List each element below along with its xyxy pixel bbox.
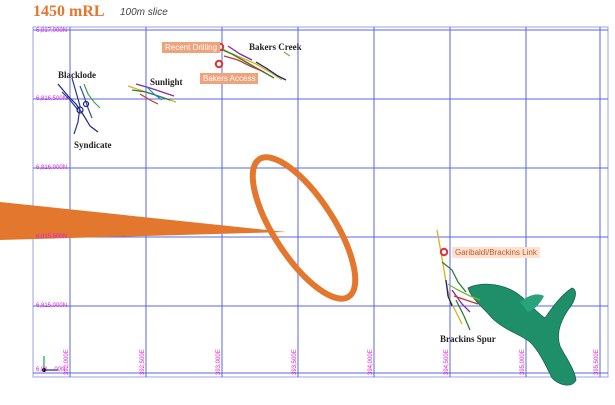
deposit-label-sunlight: Sunlight <box>150 77 183 87</box>
northing-label: 6,817,000N <box>36 28 68 34</box>
map-frame <box>32 26 609 378</box>
target-ellipse <box>249 154 359 302</box>
bakers-access-marker <box>214 59 224 69</box>
easting-label: 393,000E <box>216 349 222 375</box>
easting-label: 394,000E <box>368 349 374 375</box>
brackins-orebody-lobe <box>520 294 544 312</box>
deposit-label-bakers-creek: Bakers Creek <box>249 42 302 52</box>
deposit-label-syndicate: Syndicate <box>74 140 112 150</box>
easting-gridlines <box>69 27 601 377</box>
northing-label: 6,815,000N <box>36 303 68 309</box>
annotation-recent-drilling: Recent Drilling <box>162 42 221 53</box>
axis-marker-icon <box>42 356 58 372</box>
northing-label: 6,815,500N <box>36 234 68 240</box>
easting-label: 394,500E <box>444 349 450 375</box>
garibaldi-link-marker <box>439 247 449 257</box>
northing-label: 6,816,000N <box>36 165 68 171</box>
level-title: 1450 mRL <box>33 3 105 20</box>
target-pointer <box>0 202 286 240</box>
deposit-label-blacklode: Blacklode <box>58 70 97 80</box>
northing-gridlines <box>33 29 608 374</box>
syndicate-workings <box>57 77 101 135</box>
easting-label: 395,500E <box>594 349 600 375</box>
brackins-workings <box>436 229 481 331</box>
map-header: 1450 mRL 100m slice <box>0 0 615 26</box>
sunlight-workings <box>127 83 177 105</box>
annotation-garibaldi-link: Garibaldi/Brackins Link <box>452 247 540 258</box>
easting-label: 393,500E <box>292 349 298 375</box>
brackins-orebody <box>467 283 577 386</box>
easting-label: 392,500E <box>140 349 146 375</box>
easting-label: 392,000E <box>64 349 70 375</box>
annotation-bakers-access: Bakers Access <box>200 73 259 84</box>
bakers-creek-workings <box>213 43 291 81</box>
northing-label: 6,81 ...00N <box>36 367 66 373</box>
deposit-label-brackins-spur: Brackins Spur <box>440 334 496 344</box>
easting-label: 395,000E <box>520 349 526 375</box>
slice-label: 100m slice <box>120 7 168 18</box>
northing-label: 6,816,500N <box>36 96 68 102</box>
